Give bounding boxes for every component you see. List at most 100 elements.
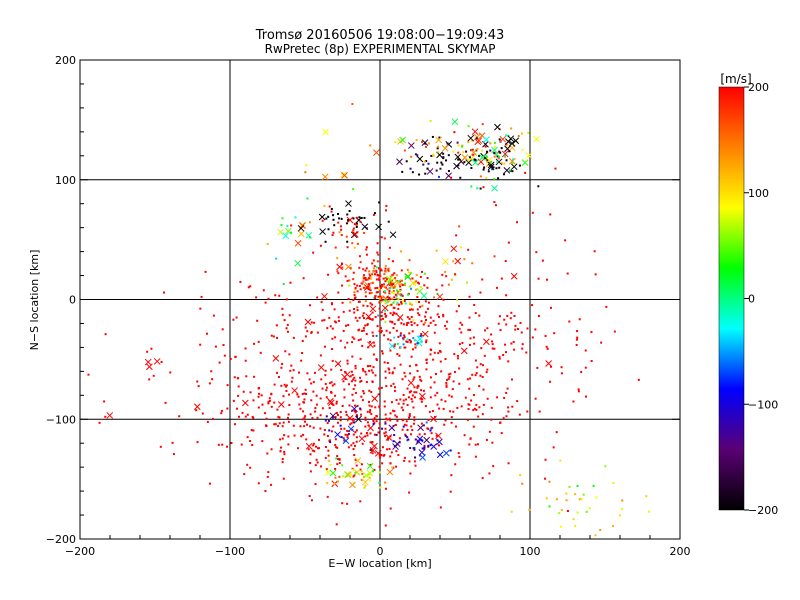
data-point [289,281,292,284]
data-point [355,464,358,467]
data-point [200,295,203,298]
data-point [282,395,285,398]
data-point [310,382,313,385]
data-point [395,415,398,418]
data-point [369,432,372,435]
data-point-cross [341,373,348,381]
data-point [468,387,471,390]
data-point [405,398,408,401]
data-point [275,371,278,374]
data-point [471,373,474,376]
data-point [513,315,516,318]
data-point [363,486,366,489]
data-point [380,297,383,300]
data-point [403,423,406,426]
data-point [308,236,311,239]
data-point [427,307,430,310]
data-point [337,319,340,322]
data-point [612,525,615,528]
data-point [461,323,464,326]
data-point-cross [423,436,430,444]
data-point [437,444,440,447]
data-point [447,154,450,157]
data-point [433,381,436,384]
data-point [366,365,369,368]
data-point [372,267,375,270]
data-point [270,334,273,337]
data-point [259,351,262,354]
data-point [370,276,373,279]
data-point [290,224,293,227]
data-point [391,371,394,374]
data-point [398,280,401,283]
data-point [303,392,306,395]
data-point [560,525,563,528]
data-point [376,260,379,263]
data-point [416,296,419,299]
data-point [380,286,383,289]
data-point [390,384,393,387]
data-point [463,161,466,164]
data-point [445,275,448,278]
data-point [454,425,457,428]
data-point [453,371,456,374]
data-point [398,354,401,357]
data-point [473,303,476,306]
data-point [458,455,461,458]
data-point [257,340,260,343]
data-point [411,277,414,280]
data-point [409,341,412,344]
data-point [467,125,470,128]
data-point [315,458,318,461]
data-point [312,381,315,384]
data-point [389,419,392,422]
data-point [401,294,404,297]
data-point-cross [106,412,114,419]
data-point [408,317,411,320]
data-point [582,493,585,496]
data-point [392,289,395,292]
data-point [512,158,515,161]
data-point [333,383,336,386]
data-point [412,378,415,381]
data-point [387,338,390,341]
data-point [412,406,415,409]
data-point [432,154,435,157]
data-point [319,397,322,400]
data-point [398,441,401,444]
data-point [374,295,377,298]
data-point [376,325,379,328]
data-point [578,318,581,321]
data-point-cross [345,200,352,207]
data-point [270,405,273,408]
data-point [492,465,495,468]
data-point [390,451,393,454]
data-point [301,392,304,395]
data-point [383,334,386,337]
data-point [208,382,211,385]
data-point [249,439,252,442]
data-point [339,225,342,228]
data-point [585,395,588,398]
data-point [334,336,337,339]
data-point [429,386,432,389]
data-point [445,381,448,384]
data-point [379,268,382,271]
data-point [301,352,304,355]
data-point [359,220,362,223]
data-point [411,400,414,403]
data-point [493,201,496,204]
data-point [384,524,387,527]
data-point [390,282,393,285]
data-point [491,168,494,171]
data-point [449,449,452,452]
data-point [435,169,438,172]
data-point [422,424,425,427]
data-point-cross [321,292,328,300]
data-point [373,421,376,424]
data-point [366,421,369,424]
data-point [521,132,524,135]
data-point [291,376,294,379]
data-point [384,290,387,293]
data-point [277,424,280,427]
